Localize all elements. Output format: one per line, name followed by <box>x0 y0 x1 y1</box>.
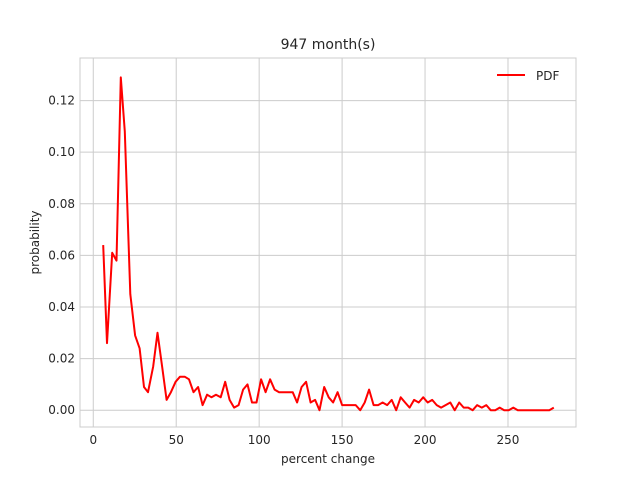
y-tick-label: 0.12 <box>48 94 75 108</box>
x-tick-label: 200 <box>414 433 437 447</box>
chart-title: 947 month(s) <box>281 37 376 53</box>
legend: PDF <box>497 69 559 83</box>
y-tick-label: 0.08 <box>48 197 75 211</box>
legend-label-pdf: PDF <box>536 69 559 83</box>
x-axis-ticks: 0 50 100 150 200 250 <box>89 433 519 447</box>
x-tick-label: 50 <box>169 433 184 447</box>
series-group <box>102 76 555 412</box>
plot-frame <box>79 57 577 428</box>
x-tick-label: 100 <box>248 433 271 447</box>
y-tick-label: 0.04 <box>48 300 75 314</box>
x-tick-label: 150 <box>331 433 354 447</box>
y-axis-ticks: 0.00 0.02 0.04 0.06 0.08 0.10 0.12 <box>48 94 75 418</box>
x-tick-label: 250 <box>497 433 520 447</box>
y-tick-label: 0.06 <box>48 248 75 262</box>
x-axis-label: percent change <box>281 452 375 466</box>
y-tick-label: 0.02 <box>48 352 75 366</box>
x-tick-label: 0 <box>89 433 97 447</box>
y-tick-label: 0.10 <box>48 145 75 159</box>
y-tick-label: 0.00 <box>48 403 75 417</box>
series-line-pdf <box>102 76 555 412</box>
y-axis-label: probability <box>28 210 42 274</box>
grid <box>80 58 576 427</box>
